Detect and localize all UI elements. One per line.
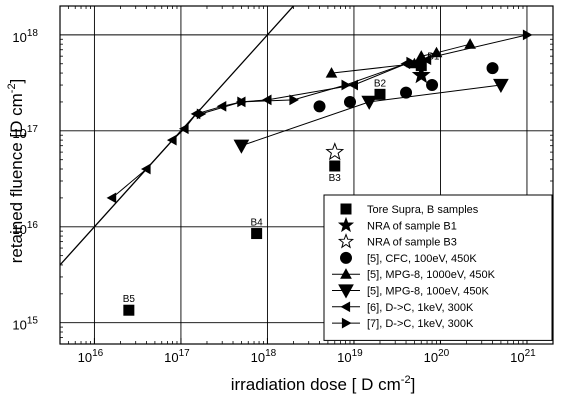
data-point <box>430 46 443 58</box>
legend-label: NRA of sample B1 <box>367 220 457 232</box>
series-line <box>331 43 471 74</box>
x-tick-label: 1020 <box>424 348 450 365</box>
series-2 <box>325 142 345 161</box>
plot-frame <box>59 5 554 345</box>
data-point <box>196 108 207 120</box>
legend-label: [5], MPG-8, 100eV, 450K <box>367 286 490 298</box>
y-tick-label: 1016 <box>12 220 38 237</box>
series-7 <box>196 29 533 120</box>
reference-line-layer <box>60 6 295 266</box>
data-point <box>106 192 117 204</box>
legend-label: [5], CFC, 100eV, 450K <box>367 253 477 265</box>
data-point <box>237 96 247 108</box>
x-tick-label: 1018 <box>251 348 277 365</box>
data-point <box>289 94 300 106</box>
data-point <box>341 79 352 91</box>
legend-entry: [5], MPG-8, 1000eV, 450K <box>332 268 496 281</box>
data-point <box>313 100 326 113</box>
legend: Tore Supra, B samples NRA of sample B1 NRA… <box>323 194 553 341</box>
point-label: B3 <box>329 173 342 184</box>
data-point <box>486 62 499 75</box>
legend-marker <box>341 317 352 329</box>
legend-entry: [7], D->C, 1keV, 300K <box>332 317 474 330</box>
legend-label: NRA of sample B3 <box>367 237 457 249</box>
data-point <box>493 78 509 94</box>
legend-marker <box>337 216 355 233</box>
legend-entry: [6], D->C, 1keV, 300K <box>332 301 474 314</box>
point-label: B1 <box>427 51 440 62</box>
legend-label: Tore Supra, B samples <box>367 204 479 216</box>
legend-label: [7], D->C, 1keV, 300K <box>367 318 474 330</box>
reference-line <box>60 6 295 266</box>
y-tick-label: 1015 <box>12 316 38 333</box>
data-point <box>216 100 227 112</box>
y-tick-label: 1017 <box>12 124 38 141</box>
legend-entry: NRA of sample B1 <box>337 216 457 233</box>
data-point <box>251 228 263 240</box>
data-point <box>426 79 439 92</box>
data-point <box>415 50 428 61</box>
data-point <box>166 134 177 146</box>
y-axis-title: retained fluence [D cm-2] <box>6 79 26 264</box>
series-4 <box>325 38 476 78</box>
point-label: B2 <box>374 78 387 89</box>
data-point <box>406 56 417 68</box>
legend-marker <box>338 284 354 299</box>
legend-entry: Tore Supra, B samples <box>340 203 479 216</box>
legend-entry: [5], CFC, 100eV, 450K <box>340 251 477 265</box>
point-label: B4 <box>251 218 264 229</box>
data-point <box>400 86 413 99</box>
legend-marker <box>340 268 352 279</box>
x-tick-label: 1021 <box>510 348 536 365</box>
x-axis-title: irradiation dose [ D cm-2] <box>231 374 416 394</box>
data-point <box>374 88 386 100</box>
series-5 <box>233 78 509 154</box>
data-point <box>361 95 378 110</box>
series-line <box>241 84 501 147</box>
data-point <box>522 29 533 41</box>
legend-entry: [5], MPG-8, 100eV, 450K <box>332 284 490 299</box>
data-point <box>411 65 431 84</box>
data-point <box>329 160 341 172</box>
data-point <box>178 123 189 135</box>
data-point <box>233 139 250 154</box>
data-point <box>261 94 272 106</box>
legend-label: [6], D->C, 1keV, 300K <box>367 302 474 314</box>
legend-marker <box>337 233 355 249</box>
legend-marker <box>340 203 352 215</box>
series-layer <box>106 29 533 316</box>
series-1 <box>411 65 431 84</box>
point-label-layer: B5 B4 B3 B2 B1 <box>123 51 440 305</box>
x-tick-label: 1016 <box>78 348 104 365</box>
x-tick-label: 1017 <box>164 348 190 365</box>
data-point <box>464 38 476 49</box>
legend-marker <box>340 251 352 264</box>
legend-box <box>323 194 553 341</box>
series-3 <box>313 62 499 113</box>
legend-entry: NRA of sample B3 <box>337 233 457 249</box>
y-tick-label: 1018 <box>12 28 38 45</box>
data-point <box>343 95 356 108</box>
data-point <box>123 304 135 316</box>
data-point <box>140 163 151 175</box>
legend-marker <box>340 301 351 313</box>
series-line <box>200 34 528 115</box>
x-tick-label: 1019 <box>337 348 363 365</box>
grid-layer <box>60 6 553 344</box>
data-point <box>325 67 338 78</box>
data-point <box>325 142 345 161</box>
point-label: B5 <box>123 294 136 305</box>
legend-label: [5], MPG-8, 1000eV, 450K <box>367 269 496 281</box>
tick-layer: 1016 1017 1018 1019 1020 1021 1015 1016 1017 1018 <box>12 6 553 365</box>
